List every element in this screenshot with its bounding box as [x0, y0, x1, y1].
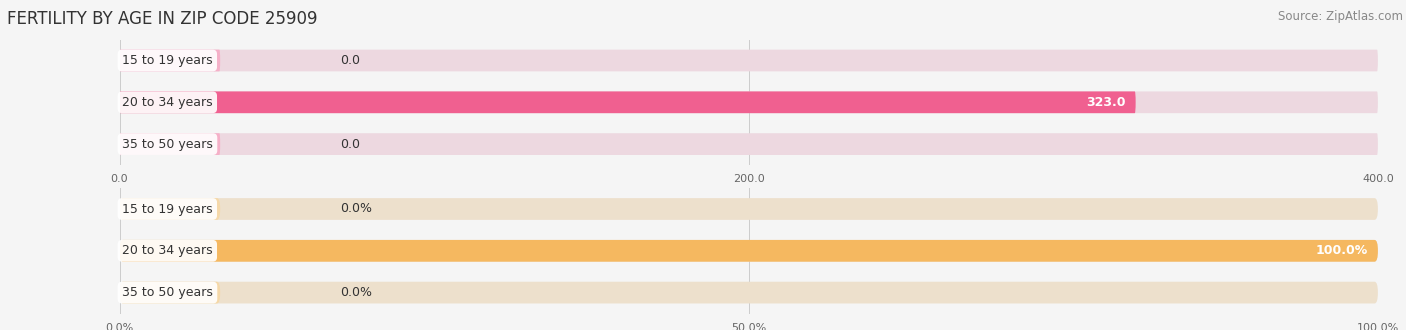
FancyBboxPatch shape [120, 282, 221, 304]
FancyBboxPatch shape [120, 50, 1378, 71]
Text: 0.0: 0.0 [340, 54, 360, 67]
FancyBboxPatch shape [120, 282, 1378, 304]
Text: 35 to 50 years: 35 to 50 years [122, 138, 212, 150]
FancyBboxPatch shape [120, 133, 1378, 155]
Text: 35 to 50 years: 35 to 50 years [122, 286, 212, 299]
Text: 15 to 19 years: 15 to 19 years [122, 54, 212, 67]
FancyBboxPatch shape [120, 50, 221, 71]
Text: 20 to 34 years: 20 to 34 years [122, 244, 212, 257]
FancyBboxPatch shape [120, 133, 221, 155]
Text: 323.0: 323.0 [1085, 96, 1126, 109]
Text: Source: ZipAtlas.com: Source: ZipAtlas.com [1278, 10, 1403, 23]
Text: 0.0%: 0.0% [340, 203, 371, 215]
Text: 100.0%: 100.0% [1316, 244, 1368, 257]
Text: 20 to 34 years: 20 to 34 years [122, 96, 212, 109]
Text: 0.0%: 0.0% [340, 286, 371, 299]
FancyBboxPatch shape [120, 198, 221, 220]
Text: 15 to 19 years: 15 to 19 years [122, 203, 212, 215]
FancyBboxPatch shape [120, 198, 1378, 220]
FancyBboxPatch shape [120, 91, 1136, 113]
FancyBboxPatch shape [120, 240, 1378, 262]
Text: 0.0: 0.0 [340, 138, 360, 150]
Text: FERTILITY BY AGE IN ZIP CODE 25909: FERTILITY BY AGE IN ZIP CODE 25909 [7, 10, 318, 28]
FancyBboxPatch shape [120, 91, 1378, 113]
FancyBboxPatch shape [120, 240, 1378, 262]
